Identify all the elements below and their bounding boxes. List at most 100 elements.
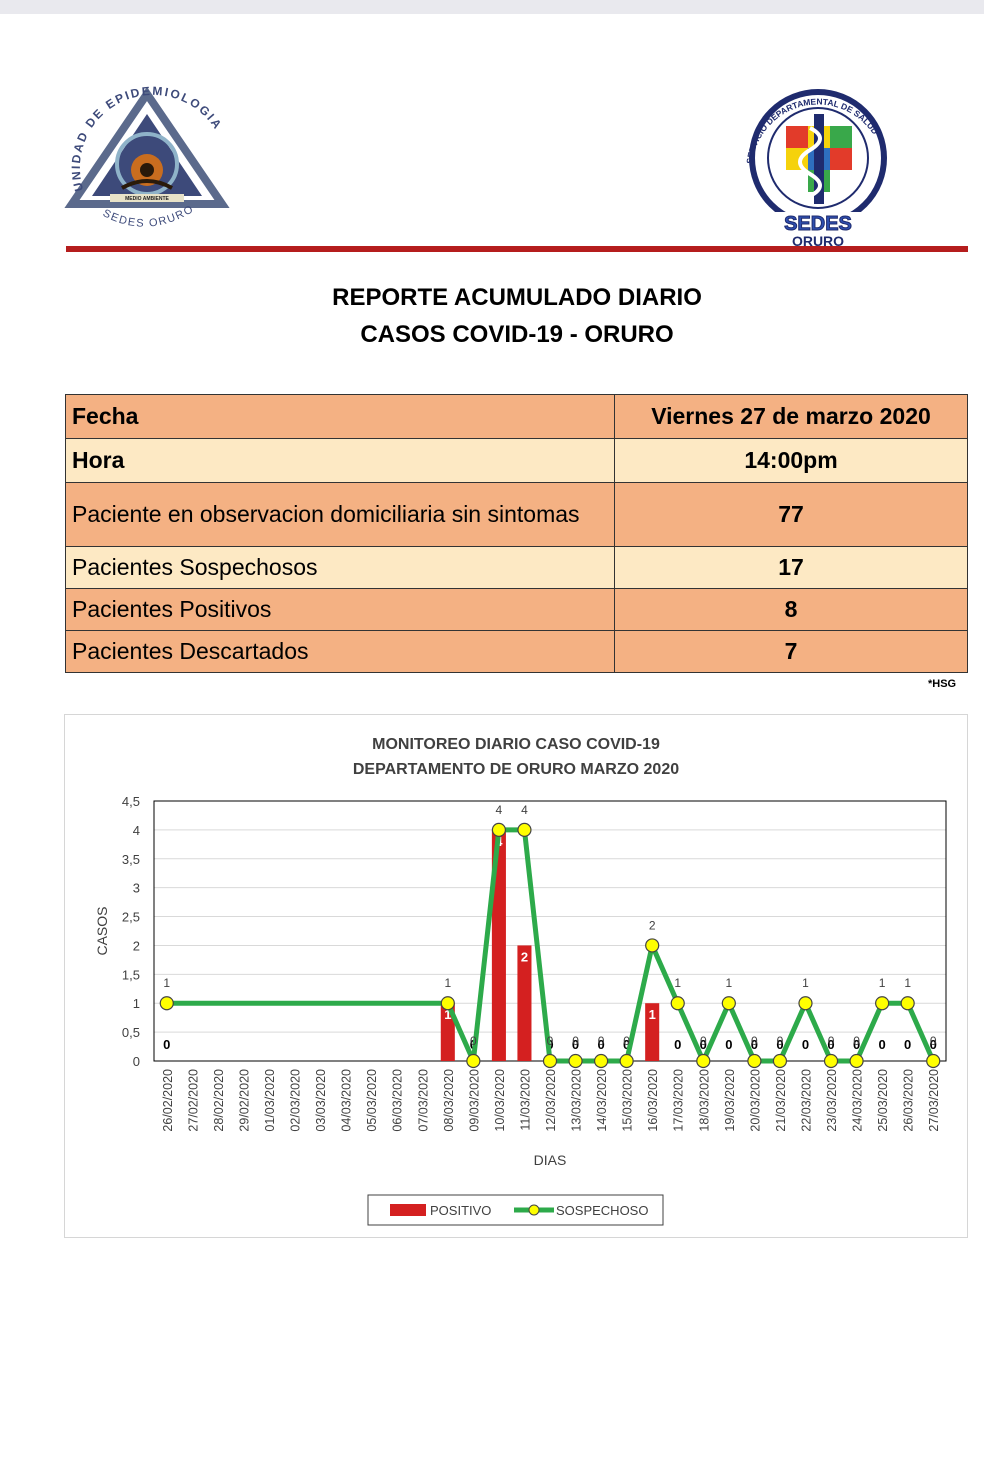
point-sospechoso [466,1053,481,1069]
report-title: REPORTE ACUMULADO DIARIO [332,284,702,311]
point-value-label: 1 [879,976,886,990]
point-sospechoso [772,1053,788,1069]
row-value: 17 [614,546,968,589]
point-sospechoso [619,1053,634,1069]
row-value: Viernes 27 de marzo 2020 [614,394,968,439]
y-tick-label: 3 [133,881,140,896]
x-tick-label: 03/03/2020 [314,1069,328,1132]
y-tick-label: 4,5 [122,794,140,809]
monitoring-chart: MONITOREO DIARIO CASO COVID-19 DEPARTAMEN… [94,736,947,1226]
bar-positivo [645,1003,660,1061]
top-strip [0,0,984,14]
x-tick-label: 15/03/2020 [621,1069,635,1132]
bar-value-label: 0 [674,1037,681,1052]
x-tick-label: 07/03/2020 [416,1069,430,1132]
point-sospechoso [645,938,660,953]
y-tick-label: 1 [133,996,140,1011]
x-tick-label: 29/02/2020 [237,1069,251,1132]
x-tick-label: 28/02/2020 [212,1069,226,1132]
bar-value-label: 0 [751,1037,758,1052]
logo-left-text-2: MEDIO AMBIENTE [125,196,169,202]
header-divider [66,246,968,252]
x-tick-label: 19/03/2020 [723,1069,737,1132]
y-tick-label: 0,5 [122,1025,140,1040]
bar-positivo [517,945,532,1061]
chart-title: MONITOREO DIARIO CASO COVID-19 [372,736,660,753]
y-tick-label: 2 [133,938,140,953]
x-tick-label: 09/03/2020 [467,1069,481,1132]
bar-value-label: 0 [904,1037,911,1052]
x-tick-label: 21/03/2020 [774,1069,788,1132]
point-sospechoso [593,1053,609,1069]
point-sospechoso [798,996,813,1011]
point-value-label: 1 [444,976,451,990]
bar-value-label: 0 [802,1037,809,1052]
point-value-label: 0 [623,1034,630,1048]
bar-value-label: 0 [853,1037,860,1052]
row-sospechosos: Pacientes Sospechosos 17 [65,546,968,589]
point-value-label: 4 [521,803,528,817]
legend-positivo-label: POSITIVO [430,1203,491,1218]
point-value-label: 0 [828,1034,835,1048]
point-value-label: 0 [470,1034,477,1048]
bar-value-label: 0 [776,1037,783,1052]
logo-right-oruro: ORURO [792,233,844,248]
bar-positivo [491,829,506,1061]
point-sospechoso [900,996,915,1011]
row-value: 8 [614,588,968,631]
x-tick-label: 24/03/2020 [851,1069,865,1132]
bar-value-label: 1 [649,1007,656,1022]
y-tick-label: 2,5 [122,910,140,925]
bar-value-label: 0 [572,1037,579,1052]
x-tick-label: 26/03/2020 [902,1069,916,1132]
row-label: Pacientes Positivos [65,588,615,631]
row-label: Pacientes Descartados [65,630,615,673]
point-sospechoso [875,996,890,1011]
x-tick-label: 14/03/2020 [595,1069,609,1132]
bar-value-label: 0 [930,1037,937,1052]
bar-value-label: 2 [521,949,528,964]
point-value-label: 0 [853,1034,860,1048]
x-tick-label: 20/03/2020 [748,1069,762,1132]
y-tick-label: 1,5 [122,967,140,982]
epidemiologia-logo: MEDIO AMBIENTE UNIDAD DE EPIDEMIOLOGIA S… [62,84,232,244]
plot-frame [153,800,947,1062]
x-tick-label: 11/03/2020 [518,1069,532,1131]
point-value-label: 1 [725,976,732,990]
point-sospechoso [670,996,685,1011]
point-value-label: 1 [674,976,681,990]
row-positivos: Pacientes Positivos 8 [65,588,968,631]
x-tick-label: 23/03/2020 [825,1069,839,1132]
point-value-label: 1 [802,976,809,990]
report-subtitle: CASOS COVID-19 - ORURO [360,321,674,348]
x-tick-label: 05/03/2020 [365,1069,379,1132]
x-tick-label: 17/03/2020 [672,1069,686,1132]
bar-value-label: 0 [827,1037,834,1052]
x-tick-label: 02/03/2020 [289,1069,303,1132]
bar-value-label: 1 [444,1007,451,1022]
row-descartados: Pacientes Descartados 7 [65,630,968,673]
point-value-label: 1 [163,976,170,990]
point-sospechoso [721,996,736,1011]
bar-value-label: 0 [725,1037,732,1052]
row-observacion: Paciente en observacion domiciliaria sin… [65,482,968,547]
x-tick-label: 12/03/2020 [544,1069,558,1132]
row-value: 7 [614,630,968,673]
x-tick-label: 04/03/2020 [340,1069,354,1132]
y-tick-label: 0 [133,1054,140,1069]
bar-positivo [440,1003,455,1061]
row-label: Pacientes Sospechosos [65,546,615,589]
footnote: *HSG [928,678,957,690]
row-label: Fecha [65,394,615,439]
logo-right-sedes: SEDES [784,213,852,235]
point-sospechoso [159,996,174,1011]
x-tick-label: 16/03/2020 [646,1069,660,1132]
point-value-label: 0 [930,1034,937,1048]
point-value-label: 0 [598,1034,605,1048]
point-sospechoso [542,1053,558,1069]
point-value-label: 0 [547,1034,554,1048]
legend-positivo-swatch [390,1204,426,1216]
point-value-label: 0 [777,1034,784,1048]
point-sospechoso [823,1053,839,1069]
point-sospechoso [491,822,507,837]
